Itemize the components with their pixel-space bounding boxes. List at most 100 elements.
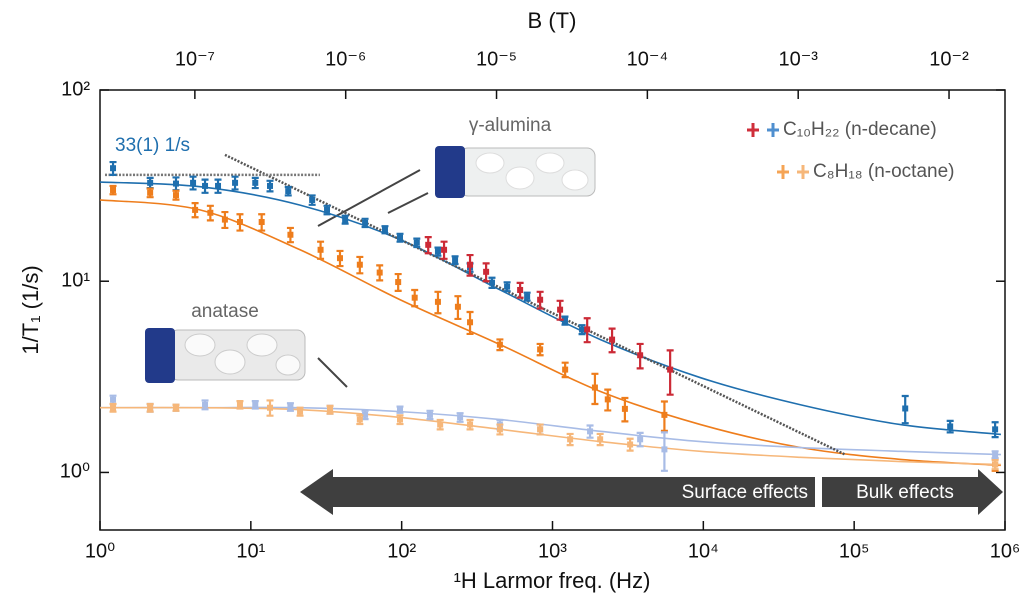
data-point (395, 279, 402, 286)
x-tick-label: 10⁵ (839, 540, 870, 562)
data-point (947, 423, 954, 430)
data-point (488, 279, 495, 286)
data-point (147, 179, 154, 186)
data-point (172, 404, 179, 411)
x2-tick-label: 10⁻³ (778, 48, 818, 70)
surface-label: Surface effects (682, 482, 808, 503)
fit-curve (99, 199, 1001, 467)
data-point (327, 406, 334, 413)
data-point (287, 231, 294, 238)
data-point (397, 416, 404, 423)
data-point (496, 341, 503, 348)
data-point (425, 241, 432, 248)
data-point (621, 405, 628, 412)
data-point (467, 319, 474, 326)
y-tick-label: 10¹ (61, 269, 90, 291)
data-point (172, 192, 179, 199)
data-point (362, 219, 369, 226)
data-point (637, 352, 644, 359)
data-point (517, 286, 524, 293)
data-point (202, 401, 209, 408)
data-point (454, 303, 461, 310)
data-point (258, 219, 265, 226)
data-point (285, 188, 292, 195)
x-tick-label: 10⁴ (688, 540, 719, 562)
data-point (902, 405, 909, 412)
data-point (609, 336, 616, 343)
x-tick-label: 10⁰ (85, 540, 115, 562)
x-axis-label: ¹H Larmor freq. (Hz) (454, 568, 651, 593)
y-tick-label: 10² (61, 78, 90, 100)
data-point (661, 411, 668, 418)
data-point (397, 406, 404, 413)
data-point (232, 179, 239, 186)
data-point (579, 326, 586, 333)
data-point (221, 216, 228, 223)
data-point (110, 165, 117, 172)
data-point (252, 179, 259, 186)
alumina-vial (317, 146, 596, 227)
x2-tick-label: 10⁻⁶ (325, 48, 366, 70)
data-point (397, 234, 404, 241)
y-axis-label: 1/T₁ (1/s) (18, 265, 43, 354)
data-point (584, 326, 591, 333)
surface-arrow (300, 469, 815, 515)
data-point (992, 426, 999, 433)
bulk-label: Bulk effects (856, 482, 954, 503)
data-point (297, 408, 304, 415)
data-point (434, 298, 441, 305)
data-point (110, 396, 117, 403)
data-point (437, 421, 444, 428)
x-tick-label: 10³ (538, 540, 567, 562)
data-point (236, 219, 243, 226)
data-point (562, 366, 569, 373)
data-point (591, 384, 598, 391)
x2-tick-label: 10⁻² (929, 48, 969, 70)
data-point (267, 182, 274, 189)
data-point (172, 180, 179, 187)
data-point (627, 441, 634, 448)
legend-marker (777, 165, 789, 179)
fit-curve (99, 181, 1002, 436)
y-tick-label: 10⁰ (60, 461, 90, 483)
data-point (561, 317, 568, 324)
plateau-label: 33(1) 1/s (115, 135, 190, 156)
data-point (537, 346, 544, 353)
data-point (356, 261, 363, 268)
data-point (381, 226, 388, 233)
x2-axis-label: B (T) (528, 8, 577, 33)
x2-tick-label: 10⁻⁴ (627, 48, 668, 70)
data-point (147, 189, 154, 196)
data-point (287, 403, 294, 410)
data-point (467, 421, 474, 428)
data-point (236, 401, 243, 408)
legend-marker (767, 123, 779, 137)
data-point (110, 404, 117, 411)
data-point (202, 182, 209, 189)
data-point (537, 426, 544, 433)
x2-tick-label: 10⁻⁷ (175, 48, 215, 70)
data-point (434, 248, 441, 255)
data-point (667, 366, 674, 373)
data-point (992, 451, 999, 458)
data-point (467, 261, 474, 268)
data-point (267, 404, 274, 411)
data-point (441, 246, 448, 253)
data-point (637, 436, 644, 443)
data-point (362, 411, 369, 418)
data-point (317, 246, 324, 253)
data-point (192, 206, 199, 213)
anatase-vial (145, 328, 348, 388)
x2-tick-label: 10⁻⁵ (476, 48, 517, 70)
data-point (342, 216, 349, 223)
data-point (661, 446, 668, 453)
legend-marker (747, 123, 759, 137)
legend-marker (797, 165, 809, 179)
data-point (426, 411, 433, 418)
data-point (413, 239, 420, 246)
alumina-label: γ-alumina (469, 115, 552, 136)
data-point (147, 404, 154, 411)
data-point (587, 428, 594, 435)
data-point (557, 306, 564, 313)
data-point (537, 296, 544, 303)
